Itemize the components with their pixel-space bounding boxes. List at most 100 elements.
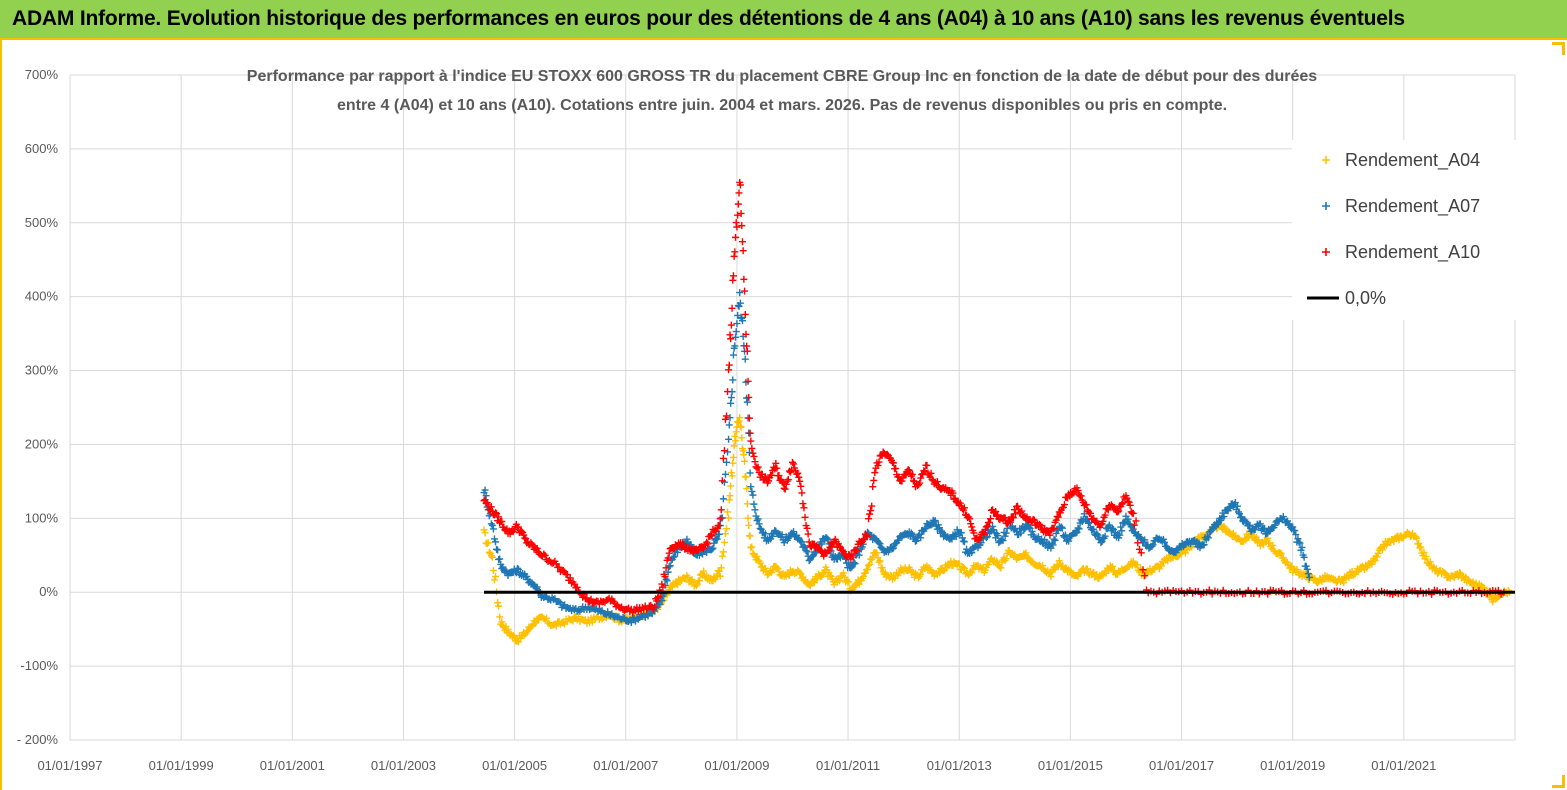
data-point [729,351,737,359]
data-point [1047,573,1055,581]
data-point [889,545,897,553]
data-point [717,506,725,514]
data-point [487,503,495,511]
data-point [1065,537,1073,545]
data-point [716,515,724,523]
data-point [704,540,712,548]
data-point [1001,532,1009,540]
data-point [1159,535,1167,543]
data-point [784,476,792,484]
data-point [783,477,791,485]
data-point [1118,500,1126,508]
data-point [1426,558,1434,566]
data-point [993,557,1001,565]
data-point [1053,512,1061,520]
data-point [1382,541,1390,549]
data-point [514,638,522,646]
data-point [1294,535,1302,543]
data-point [1244,534,1252,542]
data-point [483,540,491,548]
data-point [1271,521,1279,529]
data-point [1291,527,1299,535]
data-point [1054,513,1062,521]
data-point [840,569,848,577]
data-point [494,599,502,607]
data-point [975,535,983,543]
data-point [1051,536,1059,544]
data-point [1002,529,1010,537]
data-point [715,522,723,530]
data-point [709,544,717,552]
data-point [865,561,873,569]
data-point [865,515,873,523]
data-point [878,564,886,572]
data-point [1118,527,1126,535]
data-point [713,535,721,543]
legend-label: Rendement_A07 [1345,196,1480,217]
data-point [573,583,581,591]
data-point [735,189,743,197]
data-point [1119,499,1127,507]
data-point [867,507,875,515]
data-point [559,619,567,627]
data-point [569,617,577,625]
data-point [731,248,739,256]
data-point [930,518,938,526]
data-point [740,451,748,459]
x-tick-label: 01/01/1997 [37,758,102,773]
data-point [661,573,669,581]
data-point [513,564,521,572]
data-point [790,528,798,536]
data-point [1038,535,1046,543]
data-point [803,524,811,532]
data-point [892,464,900,472]
data-point [1058,524,1066,532]
data-point [907,529,915,537]
data-point [751,506,759,514]
data-point [583,594,591,602]
data-point [1277,550,1285,558]
data-point [1413,534,1421,542]
data-point [745,521,753,529]
data-point [627,619,635,627]
frame-corner-bottom-right [1552,775,1565,788]
data-point [738,222,746,230]
data-point [733,320,741,328]
data-point [726,492,734,500]
data-point [1233,502,1241,510]
data-point [1125,498,1133,506]
data-point [653,597,661,605]
data-point [826,572,834,580]
data-point [775,568,783,576]
data-point [1200,541,1208,549]
data-point [860,536,868,544]
data-point [772,459,780,467]
data-point [1137,534,1145,542]
data-point [747,483,755,491]
data-point [756,524,764,532]
data-point [960,504,968,512]
data-point [794,469,802,477]
data-point [587,595,595,603]
data-point [1099,517,1107,525]
data-point [504,625,512,633]
data-point [876,540,884,548]
data-point [1260,541,1268,549]
y-tick-label: 100% [25,510,59,525]
data-point [721,470,729,478]
y-tick-label: 700% [25,67,59,82]
data-point [750,452,758,460]
data-point [514,565,522,573]
data-point [1163,543,1171,551]
data-point [666,562,674,570]
data-point [732,437,740,445]
data-point [968,569,976,577]
data-point [1037,522,1045,530]
data-point [719,548,727,556]
data-point [798,489,806,497]
series-Rendement_A07 [480,289,1313,627]
data-point [819,570,827,578]
data-point [740,275,748,283]
data-point [498,618,506,626]
data-point [692,582,700,590]
